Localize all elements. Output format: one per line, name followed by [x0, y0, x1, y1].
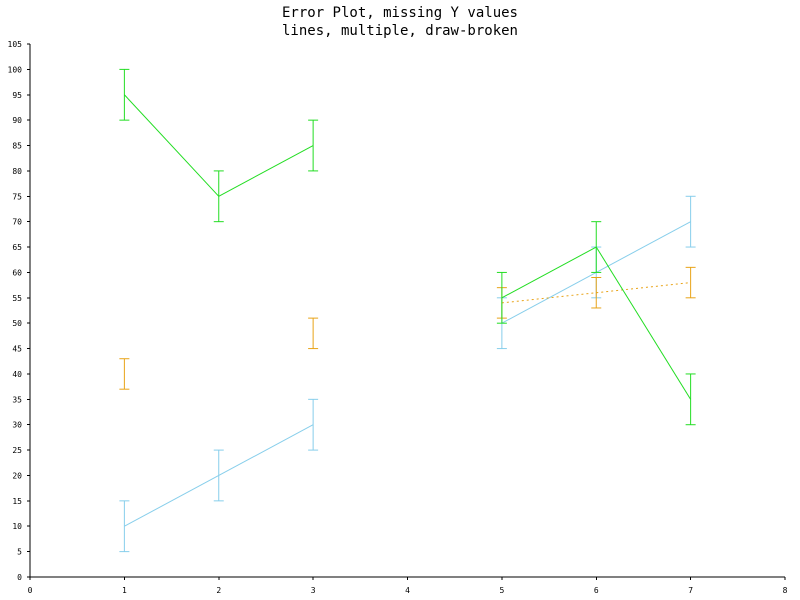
series-line-segment: [218, 424, 314, 476]
y-tick-label: 95: [12, 91, 22, 100]
series-line-segment: [124, 475, 219, 527]
x-tick-label: 1: [122, 586, 127, 595]
x-tick-label: 0: [28, 586, 33, 595]
axes: 0 1 2 3 4 5 6 7 80510152025303540455055606570758…: [8, 40, 788, 595]
chart-title: Error Plot, missing Y values: [281, 5, 518, 21]
y-tick-label: 65: [12, 243, 22, 252]
series-line-segment: [596, 282, 691, 294]
series-line-segment: [596, 221, 691, 273]
y-tick-label: 15: [12, 497, 22, 506]
y-tick-label: 30: [12, 421, 22, 430]
y-tick-label: 45: [12, 345, 22, 354]
x-tick-label: 4: [405, 586, 410, 595]
x-tick-label: 3: [311, 586, 316, 595]
chart-subtitle: lines, multiple, draw-broken: [281, 23, 518, 39]
series-line-segment: [501, 271, 597, 324]
y-tick-label: 60: [12, 268, 22, 277]
y-tick-label: 85: [12, 142, 22, 151]
y-tick-label: 100: [8, 65, 23, 74]
y-tick-label: 70: [12, 218, 22, 227]
series-line-segment: [124, 94, 220, 197]
y-tick-label: 20: [12, 471, 22, 480]
y-tick-label: 35: [12, 395, 22, 404]
y-tick-label: 25: [12, 446, 22, 455]
plot-area: [119, 68, 696, 553]
y-tick-label: 50: [12, 319, 22, 328]
y-tick-label: 10: [12, 522, 22, 531]
series-1: [119, 195, 696, 553]
y-tick-label: 80: [12, 167, 22, 176]
y-tick-label: 75: [12, 192, 22, 201]
y-tick-label: 55: [12, 294, 22, 303]
y-tick-label: 40: [12, 370, 22, 379]
y-tick-label: 90: [12, 116, 22, 125]
series-line-segment: [218, 145, 314, 197]
series-3: [119, 68, 696, 426]
series-line-segment: [501, 246, 597, 299]
y-tick-label: 0: [17, 573, 22, 582]
y-tick-label: 105: [8, 40, 23, 49]
series-line-segment: [595, 246, 692, 400]
x-tick-label: 8: [783, 586, 788, 595]
x-tick-label: 5: [499, 586, 504, 595]
x-tick-label: 6: [594, 586, 599, 595]
series-2: [119, 266, 696, 390]
x-tick-label: 7: [688, 586, 693, 595]
x-tick-label: 2: [216, 586, 221, 595]
series-line-segment: [501, 292, 597, 304]
y-tick-label: 5: [17, 548, 22, 557]
